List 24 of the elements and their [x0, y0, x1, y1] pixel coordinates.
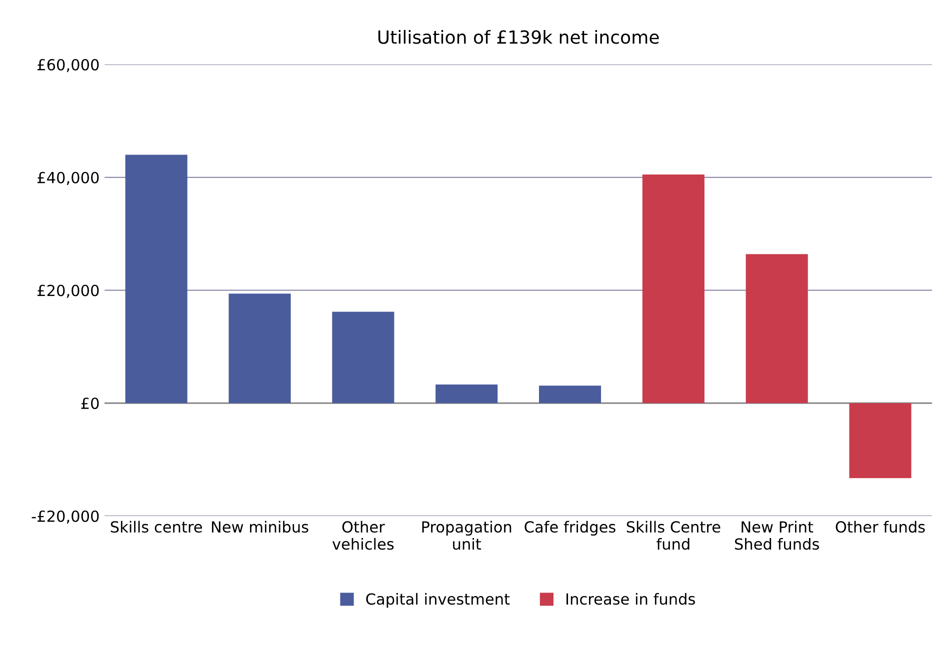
legend-label: Capital investment — [366, 592, 510, 608]
y-tick-label: £20,000 — [38, 284, 99, 298]
bar — [849, 403, 912, 478]
x-tick-label: Cafe fridges — [524, 520, 616, 536]
x-tick-label: New Print Shed funds — [734, 520, 819, 550]
y-tick-label: £60,000 — [38, 58, 99, 72]
x-tick-label: Other vehicles — [332, 520, 394, 550]
x-tick-label: Propagation unit — [422, 520, 512, 550]
bar — [436, 384, 498, 404]
bar — [332, 312, 394, 404]
y-tick-label: £0 — [81, 398, 99, 410]
y-tick-label: £40,000 — [38, 172, 99, 185]
bar — [642, 174, 704, 404]
x-tick-label: Skills centre — [110, 520, 202, 533]
bar — [228, 294, 291, 404]
x-tick-label: Skills Centre fund — [626, 520, 720, 550]
bar — [538, 386, 602, 404]
y-tick-label: -£20,000 — [32, 510, 99, 524]
bar — [746, 254, 808, 404]
bar — [125, 154, 188, 404]
chart-title: Utilisation of £139k net income — [378, 30, 659, 44]
x-tick-label: New minibus — [212, 520, 308, 533]
x-tick-label: Other funds — [836, 520, 925, 533]
legend-label: Increase in funds — [566, 592, 695, 605]
